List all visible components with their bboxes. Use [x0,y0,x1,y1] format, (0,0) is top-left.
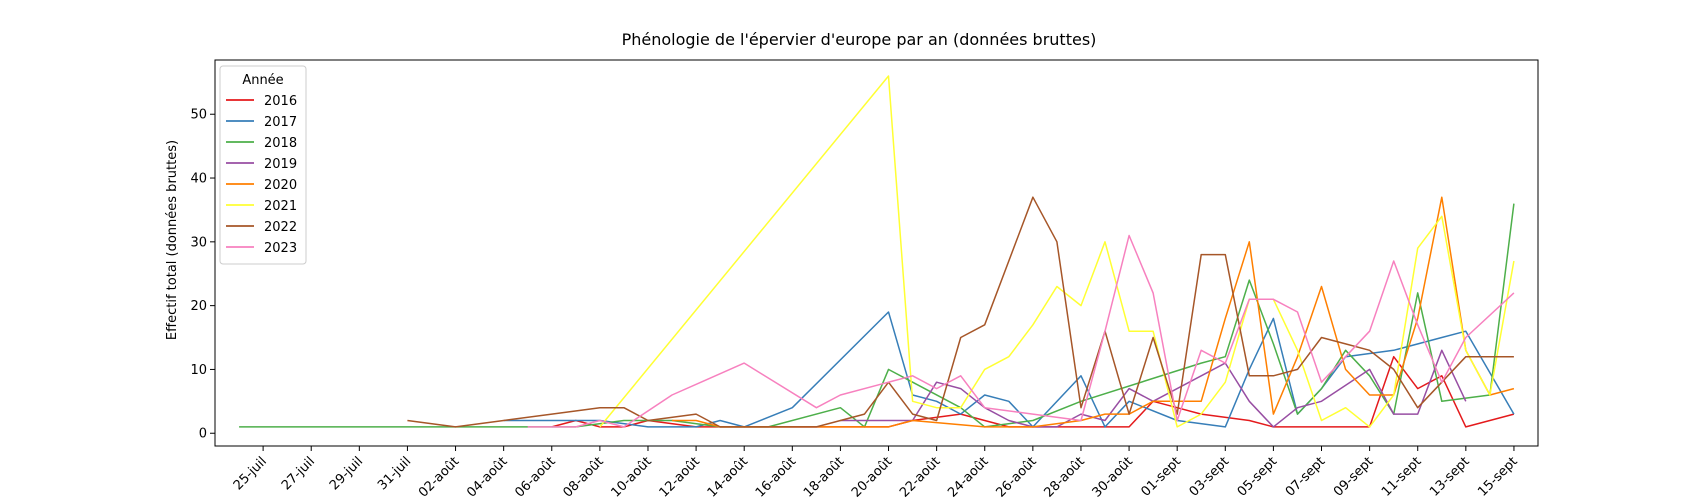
x-tick-label: 16-août [753,454,799,500]
series-line-2016 [551,355,1515,428]
x-tick-label: 03-sept [1187,454,1233,500]
series-line-2023 [527,234,1515,428]
x-tick-label: 01-sept [1139,454,1185,500]
series-line-2018 [239,203,1515,428]
legend-label-2023: 2023 [264,241,297,256]
legend-label-2017: 2017 [264,115,297,130]
x-tick-label: 13-sept [1427,454,1473,500]
x-tick-label: 12-août [657,454,703,500]
x-tick-label: 24-août [945,454,991,500]
y-tick-label: 20 [190,299,207,314]
x-tick-label: 29-juil [327,454,366,493]
x-tick-label: 09-sept [1331,454,1377,500]
x-tick-label: 26-août [993,454,1039,500]
series-line-2020 [672,196,1515,428]
legend-title: Année [242,73,283,88]
x-tick-label: 02-août [416,454,462,500]
legend-label-2021: 2021 [264,199,297,214]
y-tick-label: 10 [190,363,207,378]
series-line-2017 [503,311,1515,428]
x-tick-label: 31-juil [375,454,414,493]
series-lines [239,75,1515,428]
x-tick-label: 06-août [512,454,558,500]
x-tick-label: 04-août [464,454,510,500]
x-tick-label: 10-août [609,454,655,500]
x-tick-label: 05-sept [1235,454,1281,500]
x-tick-label: 22-août [897,454,943,500]
x-tick-label: 14-août [705,454,751,500]
series-line-2021 [599,75,1515,428]
legend-box [219,65,307,265]
legend-label-2022: 2022 [264,220,297,235]
legend: Année 2016 2017 2018 2019 2020 2021 2022 2023 [219,65,307,265]
x-tick-label: 30-août [1090,454,1136,500]
x-tick-label: 07-sept [1283,454,1329,500]
y-axis-label: Effectif total (données bruttes) [165,140,180,340]
x-tick-label: 27-juil [279,454,318,493]
series-line-2019 [840,349,1467,428]
y-tick-label: 0 [199,427,207,442]
legend-label-2019: 2019 [264,157,297,172]
series-line-2022 [407,196,1514,428]
plot-frame [214,59,1539,447]
y-tick-label: 30 [190,235,207,250]
x-tick-label: 25-juil [231,454,270,493]
legend-label-2016: 2016 [264,94,297,109]
x-tick-label: 15-sept [1475,454,1521,500]
legend-label-2020: 2020 [264,178,297,193]
x-tick-label: 28-août [1042,454,1088,500]
y-tick-label: 40 [190,172,207,187]
x-tick-label: 08-août [560,454,606,500]
x-tick-label: 18-août [801,454,847,500]
legend-label-2018: 2018 [264,136,297,151]
x-tick-label: 20-août [849,454,895,500]
chart-title: Phénologie de l'épervier d'europe par an… [622,30,1097,49]
y-tick-label: 50 [190,108,207,123]
x-tick-label: 11-sept [1379,454,1425,500]
